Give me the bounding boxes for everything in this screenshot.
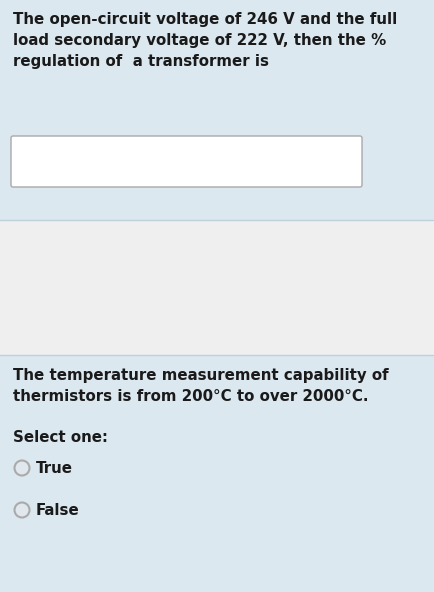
FancyBboxPatch shape xyxy=(0,355,434,592)
Circle shape xyxy=(14,461,30,475)
Text: The open-circuit voltage of 246 V and the full
load secondary voltage of 222 V, : The open-circuit voltage of 246 V and th… xyxy=(13,12,396,69)
Circle shape xyxy=(14,503,30,517)
Text: False: False xyxy=(36,503,79,518)
FancyBboxPatch shape xyxy=(0,0,434,220)
Text: True: True xyxy=(36,461,73,476)
FancyBboxPatch shape xyxy=(0,220,434,355)
Text: Select one:: Select one: xyxy=(13,430,108,445)
FancyBboxPatch shape xyxy=(11,136,361,187)
Text: The temperature measurement capability of
thermistors is from 200°C to over 2000: The temperature measurement capability o… xyxy=(13,368,388,404)
